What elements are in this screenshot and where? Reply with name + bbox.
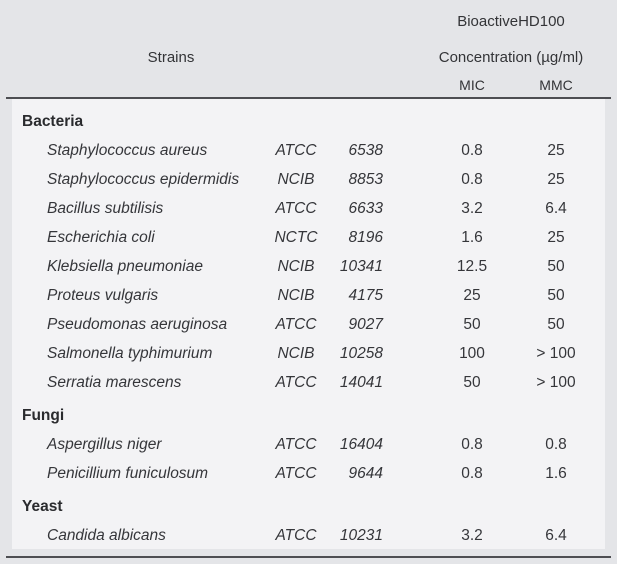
strain-name: Aspergillus niger bbox=[47, 435, 162, 453]
strain-collection: ATCC bbox=[275, 464, 317, 482]
mmc-value: 50 bbox=[547, 257, 565, 275]
section-header-row: Bacteria bbox=[12, 107, 605, 136]
mmc-value: 6.4 bbox=[545, 526, 567, 544]
section-header-row: Yeast bbox=[12, 492, 605, 521]
strain-name: Klebsiella pneumoniae bbox=[47, 257, 203, 275]
strain-number: 14041 bbox=[339, 373, 383, 391]
strain-number: 10341 bbox=[339, 257, 383, 275]
strain-number: 4175 bbox=[348, 286, 383, 304]
strain-number: 16404 bbox=[339, 435, 383, 453]
strain-number: 9644 bbox=[348, 464, 383, 482]
mmc-value: 0.8 bbox=[545, 435, 567, 453]
strain-number: 9027 bbox=[348, 315, 383, 333]
mmc-value: 1.6 bbox=[545, 464, 567, 482]
bottom-rule bbox=[6, 556, 611, 558]
mic-value: 3.2 bbox=[461, 526, 483, 544]
mic-value: 50 bbox=[463, 315, 481, 333]
table-row: Klebsiella pneumoniae NCIB 10341 12.5 50 bbox=[12, 252, 605, 281]
section-yeast: Yeast Candida albicans ATCC 10231 3.2 6.4 bbox=[12, 492, 605, 550]
section-label: Fungi bbox=[22, 406, 65, 424]
table-rows: Bacteria Staphylococcus aureus ATCC 6538 0.8… bbox=[12, 99, 605, 550]
mmc-value: 25 bbox=[547, 228, 565, 246]
mmc-value: 50 bbox=[547, 286, 565, 304]
mic-value: 0.8 bbox=[461, 141, 483, 159]
mic-value: 12.5 bbox=[456, 257, 488, 275]
table-row: Staphylococcus aureus ATCC 6538 0.8 25 bbox=[12, 136, 605, 165]
mic-value: 0.8 bbox=[461, 170, 483, 188]
mic-value: 100 bbox=[459, 344, 485, 362]
mmc-value: 6.4 bbox=[545, 199, 567, 217]
table-row: Serratia marescens ATCC 14041 50 > 100 bbox=[12, 368, 605, 397]
strain-name: Staphylococcus aureus bbox=[47, 141, 208, 159]
strain-number: 8853 bbox=[348, 170, 383, 188]
header-rule bbox=[6, 97, 611, 99]
strain-collection: ATCC bbox=[275, 315, 317, 333]
strain-collection: ATCC bbox=[275, 435, 317, 453]
strain-collection: NCTC bbox=[274, 228, 318, 246]
mmc-value: > 100 bbox=[536, 344, 576, 362]
mic-value: 1.6 bbox=[461, 228, 483, 246]
strain-number: 6538 bbox=[348, 141, 383, 159]
section-bacteria: Bacteria Staphylococcus aureus ATCC 6538 0.8… bbox=[12, 107, 605, 397]
mmc-column-header: MMC bbox=[539, 77, 573, 93]
table-row: Escherichia coli NCTC 8196 1.6 25 bbox=[12, 223, 605, 252]
strain-collection: NCIB bbox=[277, 286, 315, 304]
mic-value: 0.8 bbox=[461, 435, 483, 453]
strains-column-header: Strains bbox=[147, 49, 195, 66]
strain-number: 10258 bbox=[339, 344, 383, 362]
table-header: Strains BioactiveHD100 Concentration (µg… bbox=[12, 0, 605, 97]
strain-collection: NCIB bbox=[277, 170, 315, 188]
section-header-row: Fungi bbox=[12, 401, 605, 430]
strain-name: Serratia marescens bbox=[47, 373, 182, 391]
strain-collection: NCIB bbox=[277, 257, 315, 275]
strain-collection: ATCC bbox=[275, 526, 317, 544]
table-body-background bbox=[12, 99, 605, 549]
strain-name: Proteus vulgaris bbox=[47, 286, 159, 304]
table-row: Aspergillus niger ATCC 16404 0.8 0.8 bbox=[12, 430, 605, 459]
bioactive-group-header-line2: Concentration (µg/ml) bbox=[438, 49, 584, 66]
mmc-value: 25 bbox=[547, 170, 565, 188]
section-fungi: Fungi Aspergillus niger ATCC 16404 0.8 0.8 Pen… bbox=[12, 401, 605, 488]
strain-number: 10231 bbox=[339, 526, 383, 544]
table-row: Penicillium funiculosum ATCC 9644 0.8 1.6 bbox=[12, 459, 605, 488]
strain-collection: ATCC bbox=[275, 199, 317, 217]
strain-name: Penicillium funiculosum bbox=[47, 464, 209, 482]
strain-number: 8196 bbox=[348, 228, 383, 246]
strain-name: Staphylococcus epidermidis bbox=[47, 170, 240, 188]
mic-value: 0.8 bbox=[461, 464, 483, 482]
mmc-value: > 100 bbox=[536, 373, 576, 391]
strain-collection: ATCC bbox=[275, 373, 317, 391]
table-row: Proteus vulgaris NCIB 4175 25 50 bbox=[12, 281, 605, 310]
table-row: Bacillus subtilisis ATCC 6633 3.2 6.4 bbox=[12, 194, 605, 223]
table-row: Candida albicans ATCC 10231 3.2 6.4 bbox=[12, 521, 605, 550]
section-label: Yeast bbox=[22, 497, 63, 515]
bioactive-group-header-line1: BioactiveHD100 bbox=[457, 12, 565, 30]
strain-name: Escherichia coli bbox=[47, 228, 155, 246]
strain-name: Salmonella typhimurium bbox=[47, 344, 213, 362]
strain-collection: ATCC bbox=[275, 141, 317, 159]
strain-name: Bacillus subtilisis bbox=[47, 199, 164, 217]
section-label: Bacteria bbox=[22, 112, 84, 130]
table-row: Pseudomonas aeruginosa ATCC 9027 50 50 bbox=[12, 310, 605, 339]
mic-value: 3.2 bbox=[461, 199, 483, 217]
strain-name: Candida albicans bbox=[47, 526, 166, 544]
strain-number: 6633 bbox=[348, 199, 383, 217]
strain-collection: NCIB bbox=[277, 344, 315, 362]
strain-name: Pseudomonas aeruginosa bbox=[47, 315, 228, 333]
table-row: Salmonella typhimurium NCIB 10258 100 > 100 bbox=[12, 339, 605, 368]
table-row: Staphylococcus epidermidis NCIB 8853 0.8 25 bbox=[12, 165, 605, 194]
mmc-value: 50 bbox=[547, 315, 565, 333]
mmc-value: 25 bbox=[547, 141, 565, 159]
mic-value: 25 bbox=[463, 286, 481, 304]
mic-value: 50 bbox=[463, 373, 481, 391]
mic-column-header: MIC bbox=[459, 77, 485, 93]
